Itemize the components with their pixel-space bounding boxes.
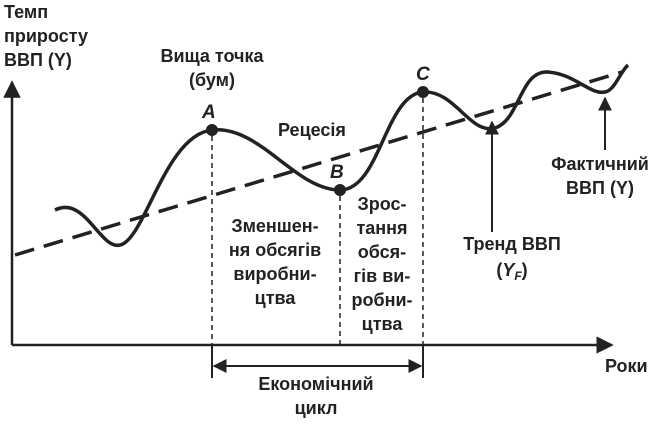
x-label: Роки: [605, 356, 648, 376]
growth-label: цтва: [362, 314, 404, 334]
trend-label: (YF): [496, 260, 527, 283]
point-b: [334, 184, 346, 196]
decline-label: Зменшен-: [231, 216, 318, 236]
cycle-label: цикл: [295, 398, 338, 418]
cycle-label: Економічний: [258, 374, 373, 394]
trend-label-part: (: [496, 260, 502, 280]
peak-label: Вища точка: [160, 46, 264, 66]
point-label: C: [416, 64, 430, 85]
decline-label: ня обсягів: [229, 240, 321, 260]
actual-label: Фактичний: [551, 154, 649, 174]
growth-label: Зрос-: [357, 194, 406, 214]
growth-label: тання: [356, 218, 407, 238]
recession-label: Рецесія: [278, 120, 346, 140]
y-label: ВВП (Y): [4, 50, 72, 70]
point-label: B: [330, 162, 344, 183]
peak-label: (бум): [189, 70, 235, 90]
trend-label-part: Y: [502, 260, 516, 280]
point-label: A: [201, 102, 216, 123]
point-a: [206, 124, 218, 136]
growth-label: гів ви-: [354, 266, 411, 286]
growth-label: обся-: [358, 242, 406, 262]
gdp-curve: [54, 63, 630, 247]
trend-label: Тренд ВВП: [463, 234, 561, 254]
decline-label: виробни-: [233, 264, 316, 284]
point-c: [417, 86, 429, 98]
y-label: приросту: [4, 26, 88, 46]
decline-label: цтва: [255, 288, 297, 308]
trend-label-part: F: [514, 269, 522, 283]
y-label: Темп: [4, 2, 48, 22]
trend-line: [14, 70, 623, 257]
growth-label: робни-: [351, 290, 412, 310]
actual-label: ВВП (Y): [566, 178, 634, 198]
trend-label-part: ): [522, 260, 528, 280]
